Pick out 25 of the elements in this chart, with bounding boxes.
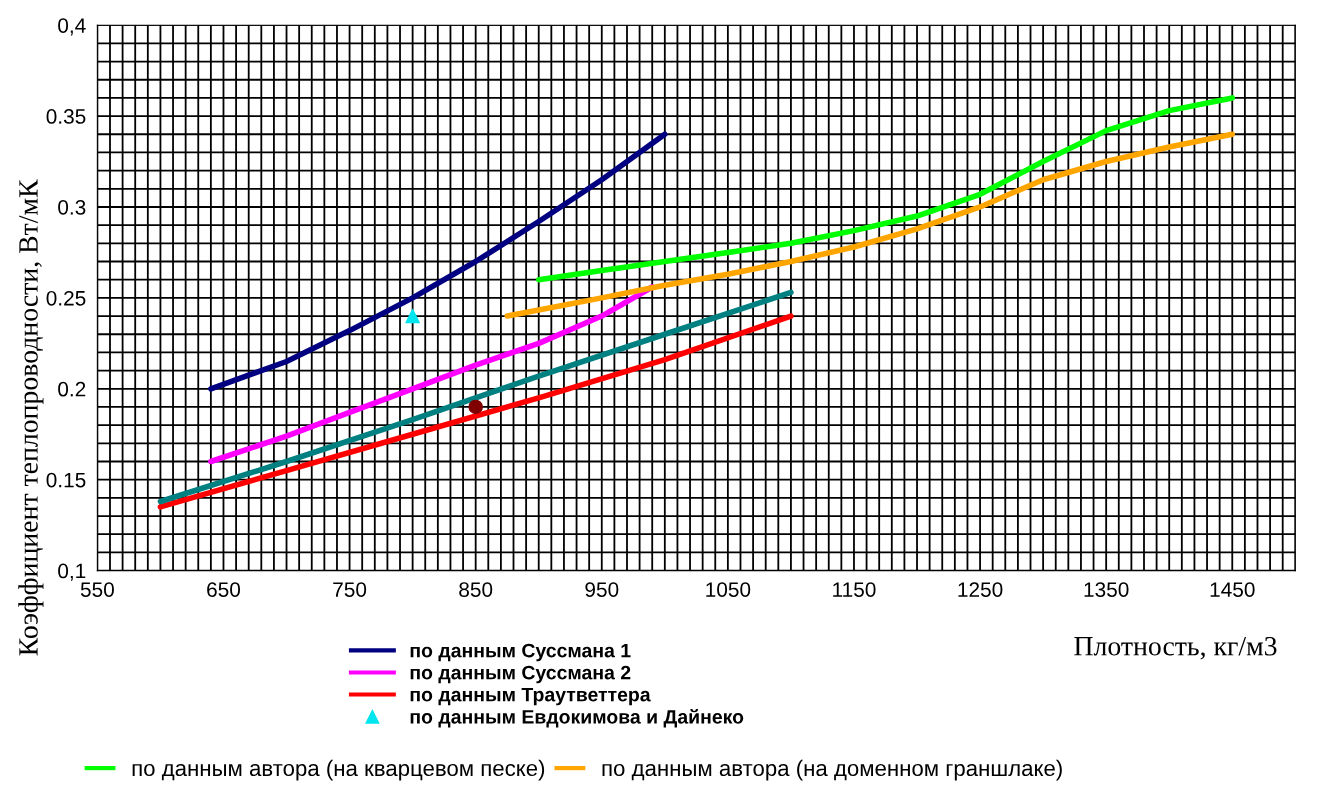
x-tick-label: 850 <box>459 582 493 597</box>
x-tick-label: 750 <box>333 582 367 597</box>
x-tick-label: 1050 <box>706 582 751 597</box>
legend-label: по данным Евдокимова и Дайнеко <box>410 709 744 728</box>
x-tick-label: 1450 <box>1210 582 1255 597</box>
legend-label: по данным Суссмана 1 <box>410 643 631 662</box>
x-tick-label: 1250 <box>958 582 1003 597</box>
x-tick-label: 1350 <box>1084 582 1129 597</box>
legend-label: по данным автора (на доменном граншлаке) <box>602 759 1062 781</box>
y-tick-label: 0.2 <box>58 381 86 397</box>
legend-label: по данным Суссмана 2 <box>410 665 631 684</box>
x-tick-label: 650 <box>207 582 241 597</box>
x-tick-label: 550 <box>80 582 114 597</box>
y-tick-label: 0.35 <box>46 109 86 124</box>
x-axis-title: Плотность, кг/м3 <box>1074 636 1277 660</box>
y-tick-label: 0,1 <box>58 563 86 581</box>
x-tick-label: 950 <box>585 582 619 597</box>
legend-label: по данным автора (на кварцевом песке) <box>132 759 545 781</box>
legend-label: по данным Траутветтера <box>410 687 651 706</box>
y-tick-label: 0,4 <box>58 18 86 36</box>
y-axis-title: Коэффициент теплопроводности, Вт/мК <box>18 179 44 656</box>
y-tick-label: 0.25 <box>46 290 86 306</box>
y-tick-label: 0.3 <box>58 199 86 215</box>
y-tick-label: 0.15 <box>46 472 86 488</box>
x-tick-label: 1150 <box>833 582 876 597</box>
